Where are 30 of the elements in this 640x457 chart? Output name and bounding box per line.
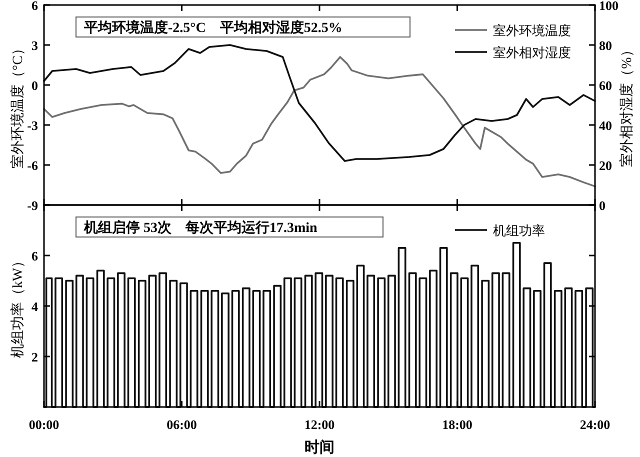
y-tick-label: -9 (27, 198, 38, 213)
y2-tick-label: 60 (599, 78, 612, 93)
x-tick-label: 00:00 (28, 417, 60, 432)
y-tick-label: 6 (32, 248, 38, 264)
line-series (43, 44, 596, 162)
x-tick-label: 12:00 (304, 417, 335, 432)
y-tick-label: -6 (27, 158, 38, 173)
legend-label: 机组功率 (493, 223, 545, 238)
y-axis-title: 室外环境温度（°C） (10, 42, 26, 168)
x-tick-label: 18:00 (442, 417, 472, 432)
y-tick-label: 0 (32, 78, 38, 93)
y2-tick-label: 80 (599, 38, 612, 53)
y-tick-label: -3 (27, 118, 38, 133)
x-axis-title: 时间 (304, 439, 334, 456)
annotation: 平均环境温度-2.5°C 平均相对湿度52.5% (83, 19, 342, 36)
y-tick-label: 4 (32, 299, 38, 314)
legend-label: 室外环境温度 (493, 23, 571, 38)
y-axis-title: 机组功率（kW） (10, 254, 26, 358)
x-tick-label: 24:00 (580, 417, 610, 432)
y2-tick-label: 100 (599, 0, 618, 13)
y2-axis-title: 室外相对湿度（%） (619, 43, 635, 167)
y2-tick-label: 20 (599, 158, 612, 173)
y-tick-label: 6 (32, 0, 38, 13)
x-tick-label: 06:00 (166, 417, 197, 432)
y2-tick-label: 40 (599, 118, 612, 133)
y2-tick-label: 0 (599, 198, 606, 213)
legend-label: 室外相对湿度 (493, 45, 571, 60)
annotation: 机组启停 53次 每次平均运行17.3min (83, 219, 318, 236)
y-tick-label: 2 (32, 350, 38, 364)
y-tick-label: 3 (32, 38, 38, 53)
